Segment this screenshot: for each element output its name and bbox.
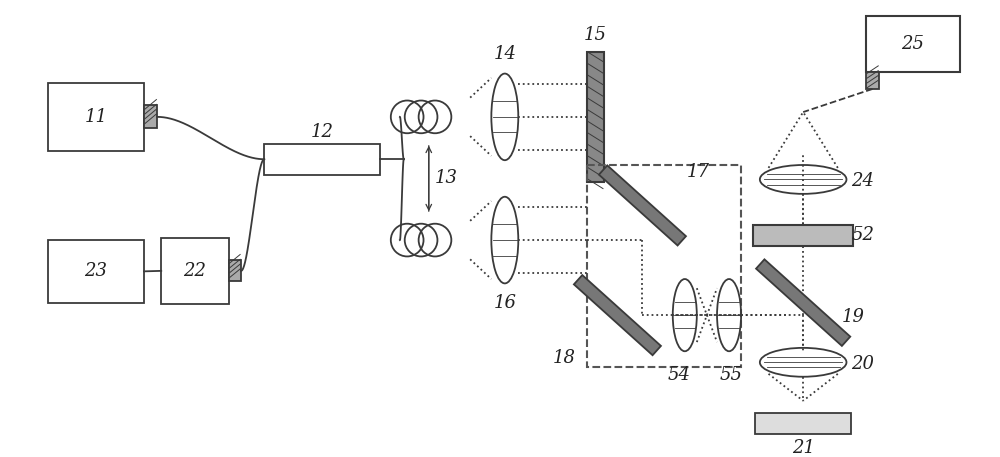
Text: 13: 13: [435, 170, 458, 187]
Text: 25: 25: [901, 35, 924, 53]
Polygon shape: [756, 259, 850, 346]
Text: 20: 20: [851, 355, 874, 373]
Text: 55: 55: [719, 366, 742, 384]
Text: 21: 21: [792, 439, 815, 457]
Text: 11: 11: [84, 108, 107, 126]
Text: 54: 54: [668, 366, 691, 384]
Polygon shape: [574, 275, 661, 355]
Polygon shape: [599, 165, 686, 245]
Bar: [866, 16, 960, 72]
Text: 52: 52: [851, 226, 874, 244]
Bar: [264, 144, 380, 175]
Bar: [753, 225, 853, 246]
Bar: [866, 72, 879, 89]
Text: 12: 12: [310, 123, 333, 141]
Bar: [48, 240, 144, 303]
Bar: [48, 83, 144, 150]
Bar: [229, 260, 241, 282]
Text: 22: 22: [183, 262, 206, 280]
Bar: [144, 105, 157, 128]
Text: 17: 17: [687, 163, 710, 181]
Bar: [587, 52, 604, 182]
Text: 18: 18: [553, 350, 576, 367]
Text: 23: 23: [84, 262, 107, 280]
Text: 14: 14: [493, 45, 516, 64]
Bar: [587, 165, 741, 367]
Text: 16: 16: [493, 294, 516, 312]
Text: 15: 15: [584, 26, 607, 43]
Bar: [161, 238, 229, 303]
Text: 24: 24: [851, 172, 874, 191]
Text: 19: 19: [842, 308, 865, 326]
Bar: [755, 413, 851, 435]
